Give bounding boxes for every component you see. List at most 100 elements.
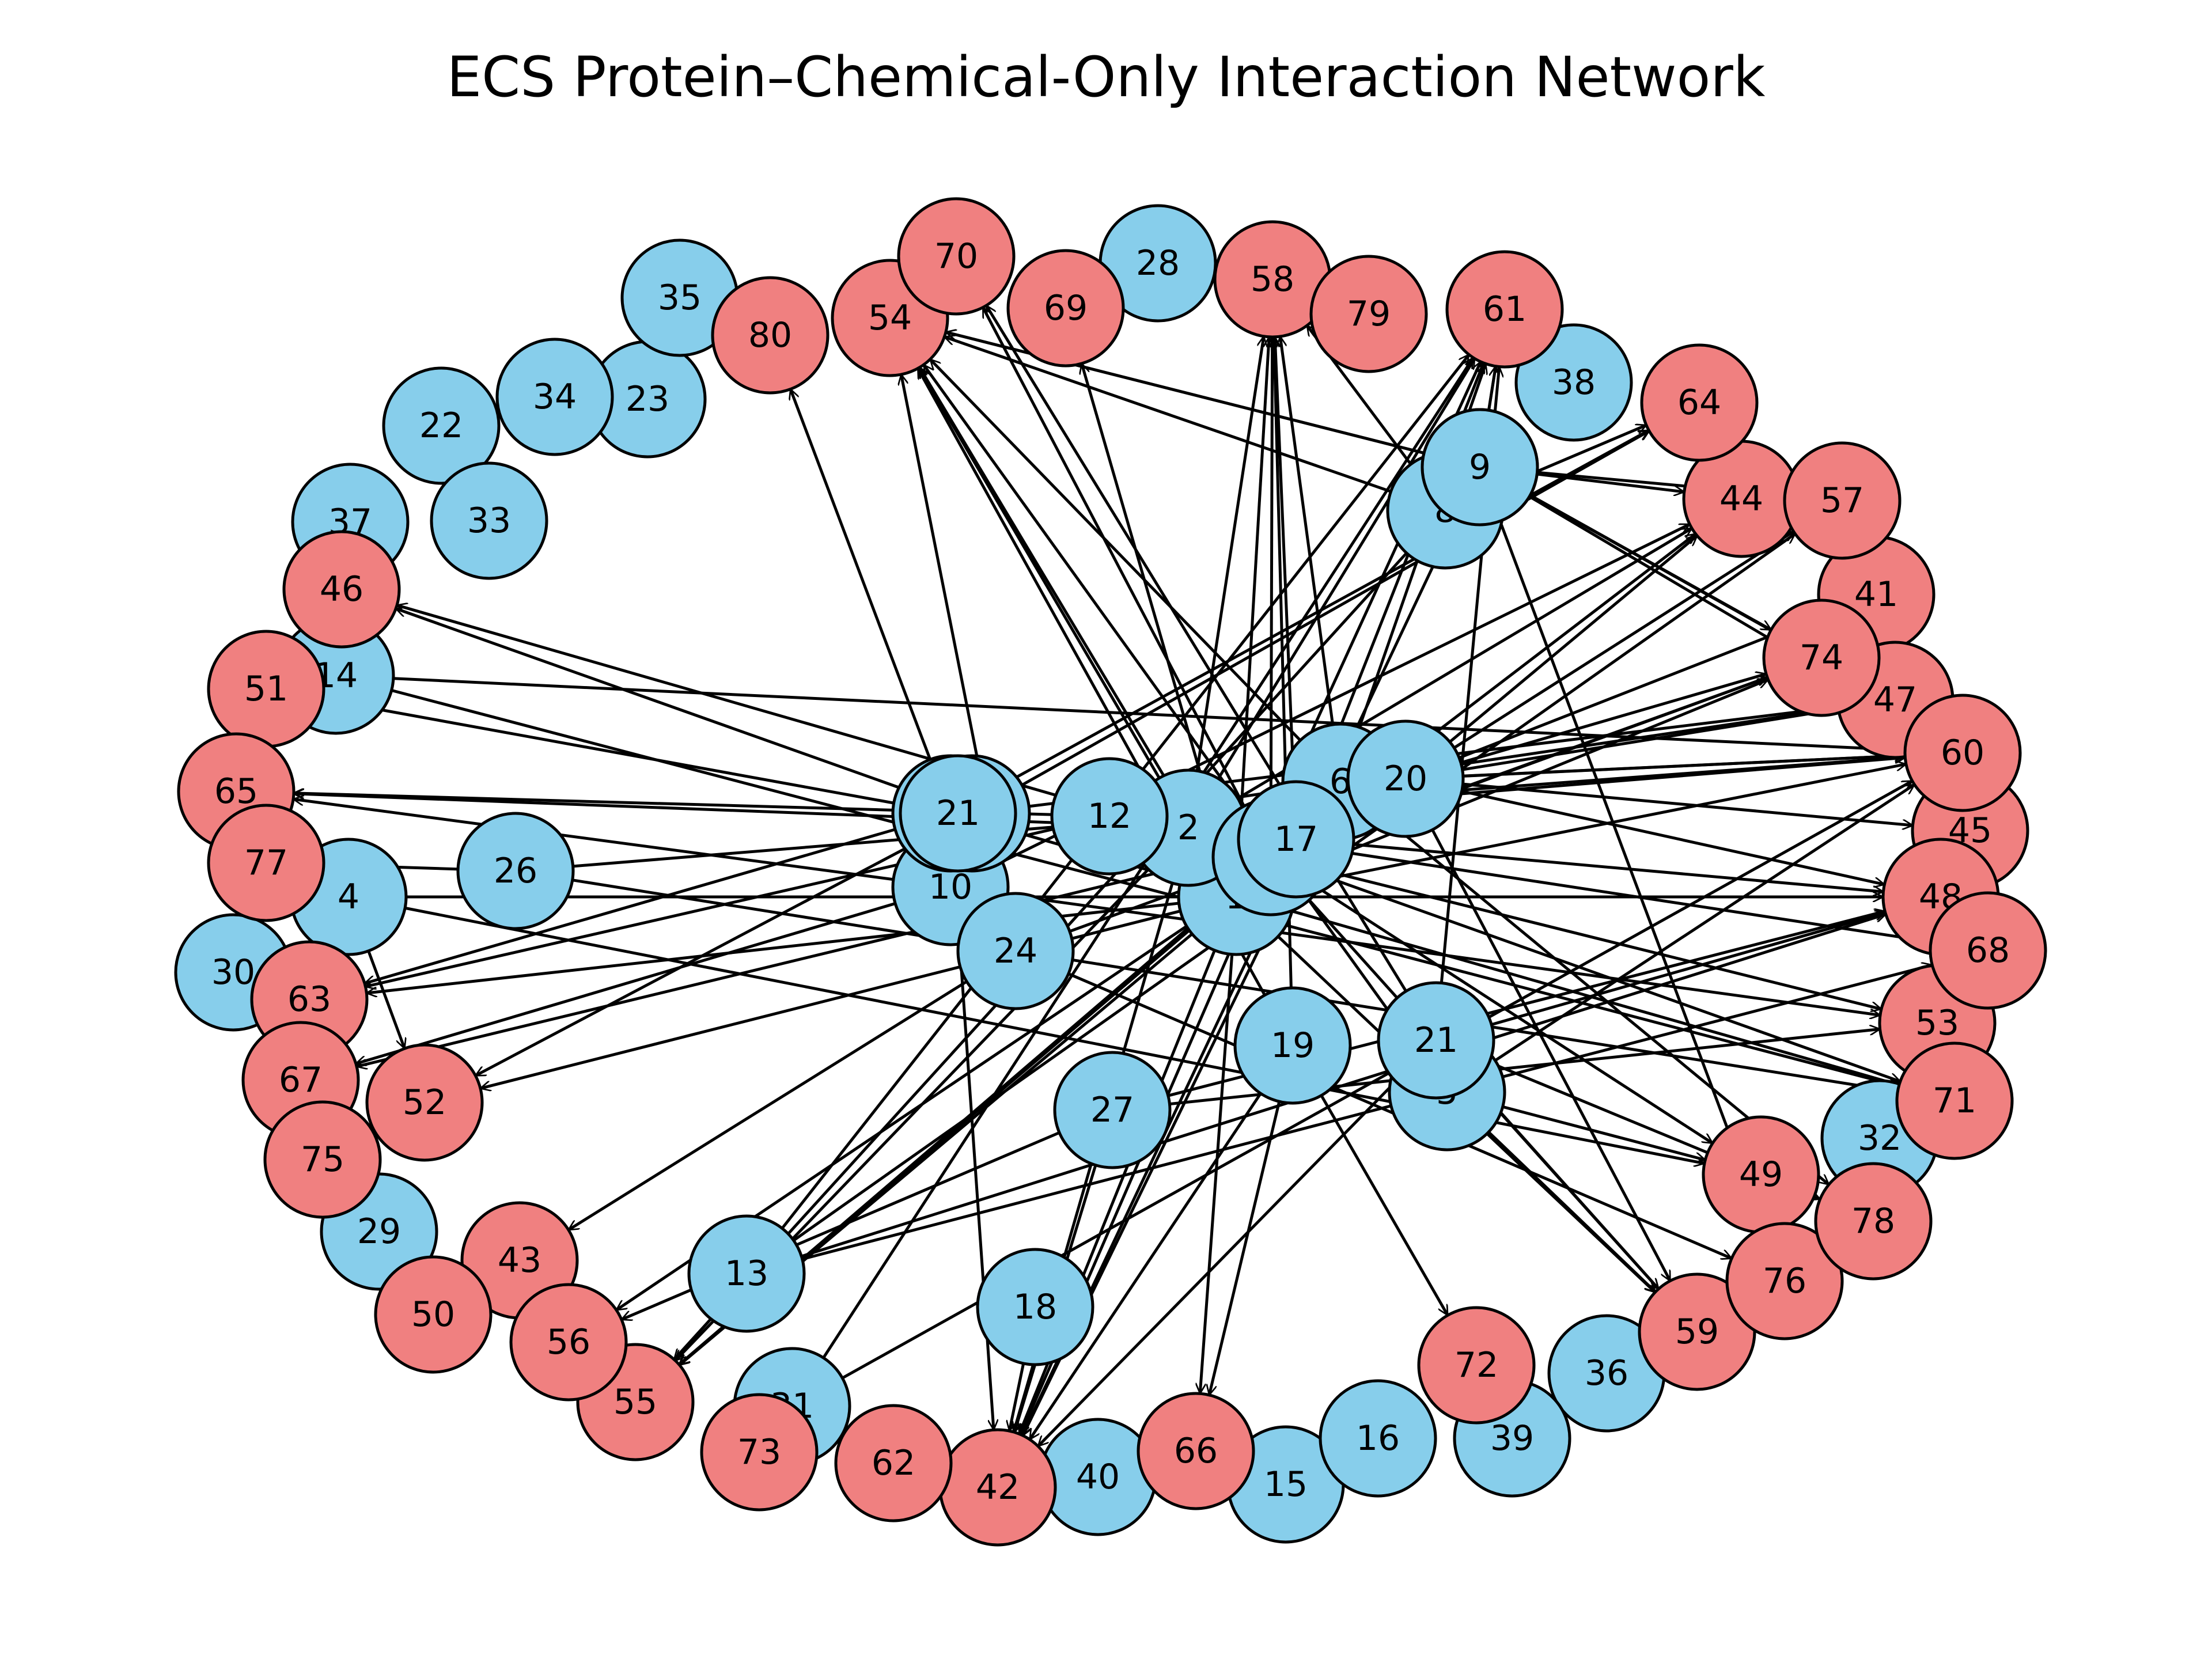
edge-9-to-76 <box>1482 477 1764 1228</box>
node-circle <box>374 1255 493 1374</box>
node-protein-35: 35 <box>620 238 739 357</box>
edge-9-to-42 <box>1021 477 1476 1435</box>
edge-3-to-53 <box>1281 858 1881 1009</box>
node-label: 79 <box>1347 294 1391 334</box>
node-label: 22 <box>419 406 463 446</box>
node-label: 51 <box>244 669 288 709</box>
edge-2-to-65 <box>294 794 1177 829</box>
edge-19-to-66 <box>1209 1056 1291 1395</box>
node-label: 12 <box>1088 796 1131 836</box>
edge-2-to-58 <box>1188 336 1264 817</box>
edge-11-to-52 <box>475 817 963 1077</box>
node-label: 35 <box>658 278 702 318</box>
node-label: 71 <box>1933 1081 1976 1121</box>
node-label: 46 <box>320 569 363 609</box>
node-protein-12: 12 <box>1050 757 1169 876</box>
node-chemical-51: 51 <box>207 630 325 748</box>
node-protein-20: 20 <box>1346 719 1465 838</box>
node-chemical-66: 66 <box>1137 1392 1255 1510</box>
node-label: 20 <box>1384 759 1427 799</box>
node-protein-38: 38 <box>1514 323 1633 442</box>
edge-1-to-58 <box>1235 337 1269 886</box>
node-circle <box>1762 599 1881 717</box>
node-circle <box>897 197 1016 316</box>
node-label: 50 <box>411 1294 455 1335</box>
node-label: 39 <box>1490 1418 1534 1459</box>
node-chemical-74: 74 <box>1762 599 1881 717</box>
node-circle <box>509 1283 628 1402</box>
node-label: 60 <box>1941 733 1984 773</box>
node-protein-24: 24 <box>956 892 1075 1010</box>
edge-25-to-51 <box>323 699 940 813</box>
edge-6-to-58 <box>1280 336 1340 771</box>
node-label: 15 <box>1264 1464 1308 1505</box>
node-circle <box>1417 1306 1536 1425</box>
edge-20-to-44 <box>1413 536 1697 773</box>
node-protein-23: 23 <box>588 340 707 459</box>
node-label: 43 <box>498 1240 541 1281</box>
node-label: 61 <box>1483 289 1527 329</box>
node-circle <box>365 1043 484 1162</box>
edge-19-to-72 <box>1297 1055 1449 1315</box>
node-chemical-57: 57 <box>1783 441 1902 560</box>
node-protein-26: 26 <box>456 812 575 930</box>
node-chemical-80: 80 <box>711 276 830 395</box>
node-chemical-69: 69 <box>1006 249 1125 368</box>
node-label: 28 <box>1136 243 1180 283</box>
node-circle <box>1725 1222 1844 1340</box>
edge-25-to-80 <box>790 389 948 804</box>
node-label: 30 <box>211 952 255 993</box>
node-label: 29 <box>357 1211 401 1252</box>
edge-10-to-67 <box>356 889 940 1064</box>
edge-31-to-61 <box>797 358 1475 1397</box>
node-circle <box>687 1214 806 1333</box>
edge-17-to-67 <box>357 840 1286 1067</box>
node-label: 21 <box>936 793 980 834</box>
node-circle <box>976 1248 1094 1366</box>
node-chemical-71: 71 <box>1895 1041 2014 1160</box>
node-label: 58 <box>1251 259 1294 300</box>
node-circle <box>430 461 548 580</box>
node-label: 40 <box>1076 1457 1120 1497</box>
edge-21-to-70 <box>985 305 1431 1032</box>
node-chemical-62: 62 <box>834 1404 953 1522</box>
node-protein-18: 18 <box>976 1248 1094 1366</box>
node-label: 27 <box>1090 1090 1134 1130</box>
node-circle <box>1050 757 1169 876</box>
edge-11-to-46 <box>396 609 961 811</box>
node-label: 23 <box>626 379 669 419</box>
node-label: 65 <box>214 771 258 812</box>
node-label: 77 <box>244 843 288 883</box>
node-label: 64 <box>1677 382 1721 423</box>
edge-1-to-63 <box>366 896 1225 993</box>
node-chemical-61: 61 <box>1445 250 1564 369</box>
node-label: 76 <box>1763 1261 1806 1301</box>
node-chemical-49: 49 <box>1702 1115 1820 1234</box>
edge-25-to-63 <box>365 815 940 984</box>
node-label: 36 <box>1585 1353 1628 1393</box>
node-chemical-46: 46 <box>282 530 401 649</box>
edge-19-to-42 <box>1028 1054 1287 1440</box>
node-label: 52 <box>403 1082 446 1123</box>
node-chemical-50: 50 <box>374 1255 493 1374</box>
node-label: 41 <box>1854 574 1898 615</box>
node-circle <box>1233 986 1352 1105</box>
node-circle <box>834 1404 953 1522</box>
node-chemical-52: 52 <box>365 1043 484 1162</box>
node-label: 63 <box>287 979 331 1020</box>
node-label: 55 <box>613 1382 657 1422</box>
edge-20-to-48 <box>1416 779 1885 884</box>
edge-17-to-48 <box>1307 839 1883 892</box>
node-circle <box>1445 250 1564 369</box>
node-protein-27: 27 <box>1053 1051 1172 1169</box>
node-circle <box>899 754 1017 873</box>
node-circle <box>1814 1162 1933 1281</box>
edge-14-to-71 <box>346 677 1899 1086</box>
node-label: 56 <box>547 1322 590 1362</box>
node-circle <box>1377 981 1495 1100</box>
node-protein-15: 15 <box>1226 1425 1345 1544</box>
node-label: 2 <box>1177 808 1199 848</box>
edge-21-to-48 <box>1446 912 1885 1039</box>
edge-26-to-71 <box>527 871 1898 1092</box>
